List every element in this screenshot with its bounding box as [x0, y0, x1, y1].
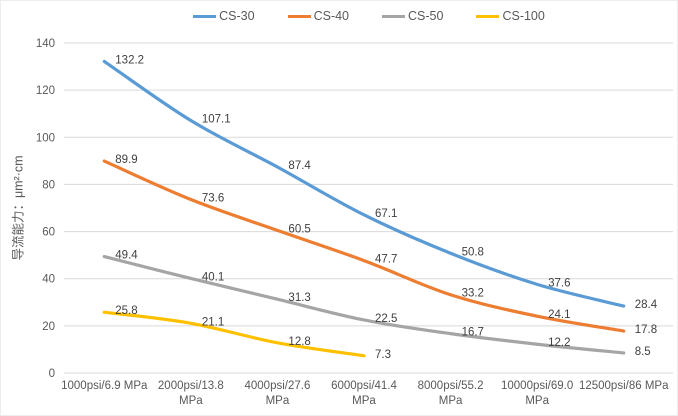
data-label-cs-100: 21.1	[202, 316, 224, 328]
data-label-cs-50: 16.7	[462, 327, 484, 339]
x-axis-label: 10000psi/69.0	[501, 380, 573, 392]
legend-label: CS-40	[313, 9, 350, 23]
y-tick-label: 20	[42, 321, 55, 333]
data-label-cs-40: 89.9	[115, 154, 137, 166]
x-axis-label: MPa	[525, 395, 549, 407]
data-label-cs-40: 17.8	[635, 324, 657, 336]
data-label-cs-40: 60.5	[288, 223, 310, 235]
data-label-cs-30: 28.4	[635, 299, 658, 311]
legend-label: CS-30	[219, 9, 255, 23]
legend-line-swatch	[382, 15, 406, 18]
legend-line-swatch	[476, 15, 500, 18]
data-label-cs-50: 22.5	[375, 313, 397, 325]
data-label-cs-30: 67.1	[375, 208, 397, 220]
series-line-cs-30	[102, 59, 626, 308]
chart-legend: CS-30 CS-40 CS-50 CS-100	[61, 8, 677, 25]
data-label-cs-40: 33.2	[462, 288, 484, 300]
legend-item-cs-40: CS-40	[287, 8, 350, 25]
legend-item-cs-50: CS-50	[382, 8, 443, 25]
data-label-cs-50: 8.5	[635, 346, 651, 358]
y-tick-label: 60	[42, 227, 55, 239]
legend-line-swatch	[193, 15, 217, 18]
data-label-cs-100: 12.8	[288, 336, 310, 348]
legend-line-swatch	[287, 15, 311, 18]
x-axis-label: 1000psi/6.9 MPa	[61, 380, 148, 392]
y-tick-label: 140	[36, 38, 55, 50]
data-label-cs-40: 73.6	[202, 193, 224, 205]
y-tick-label: 80	[42, 179, 55, 191]
x-axis-label: 8000psi/55.2	[418, 380, 484, 392]
x-axis-label: MPa	[266, 395, 290, 407]
y-tick-label: 40	[42, 274, 55, 286]
series-line-cs-50	[102, 254, 626, 355]
data-label-cs-40: 24.1	[548, 309, 570, 321]
data-label-cs-30: 50.8	[462, 246, 484, 258]
data-label-cs-50: 31.3	[288, 292, 310, 304]
legend-item-cs-100: CS-100	[476, 8, 545, 25]
y-tick-label: 100	[36, 132, 55, 144]
legend-item-cs-30: CS-30	[193, 8, 255, 25]
legend-label: CS-50	[408, 9, 444, 23]
data-label-cs-100: 25.8	[115, 305, 137, 317]
x-axis-label: MPa	[179, 395, 203, 407]
series-line-cs-100	[102, 310, 366, 358]
y-tick-label: 120	[36, 85, 55, 97]
data-label-cs-50: 12.2	[548, 337, 570, 349]
data-label-cs-50: 49.4	[115, 250, 138, 262]
x-axis-label: 12500psi/86 MPa	[579, 380, 669, 392]
x-axis-label: 6000psi/41.4	[331, 380, 397, 392]
x-axis-label: MPa	[352, 395, 376, 407]
data-label-cs-40: 47.7	[375, 254, 397, 266]
legend-label: CS-100	[502, 9, 545, 23]
data-label-cs-30: 37.6	[548, 277, 570, 289]
data-label-cs-30: 132.2	[115, 54, 144, 66]
x-axis-label: MPa	[439, 395, 463, 407]
data-label-cs-30: 87.4	[288, 160, 311, 172]
series-line-cs-40	[102, 159, 626, 333]
data-label-cs-30: 107.1	[202, 114, 231, 126]
data-label-cs-100: 7.3	[375, 349, 391, 361]
y-axis-title: 导流能力：μm²·cm	[11, 155, 26, 261]
x-axis-label: 2000psi/13.8	[158, 380, 224, 392]
data-label-cs-50: 40.1	[202, 271, 224, 283]
y-tick-label: 0	[49, 368, 55, 380]
x-axis-label: 4000psi/27.6	[244, 380, 310, 392]
